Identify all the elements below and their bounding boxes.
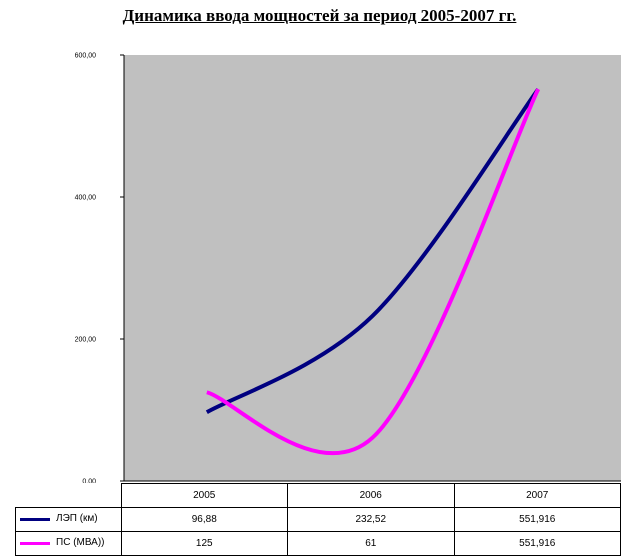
table-corner (16, 484, 122, 508)
y-tick-label: 400,00 (75, 195, 97, 202)
data-label-lep-2005: 96,88 (120, 507, 288, 532)
table-header-row: 2005 2006 2007 (16, 483, 621, 508)
data-table: 2005 2006 2007 ЛЭП (км) 96,88 232,52 551… (15, 483, 621, 556)
data-label-ps-2005: 125 (120, 531, 288, 556)
legend-swatch-ps (20, 542, 50, 545)
plot-area (124, 55, 621, 481)
legend-label-ps: ПС (МВА)) (56, 537, 105, 548)
y-tick-label: 0,00 (82, 479, 96, 484)
legend-ps: ПС (МВА)) (15, 531, 122, 556)
legend-label-lep: ЛЭП (км) (56, 513, 98, 524)
legend-swatch-lep (20, 518, 50, 521)
table-row-lep: ЛЭП (км) 96,88 232,52 551,916 (15, 507, 621, 532)
category-label-2007: 2007 (453, 483, 621, 508)
category-label-2005: 2005 (120, 483, 288, 508)
table-row-ps: ПС (МВА)) 125 61 551,916 (15, 531, 621, 556)
data-label-ps-2007: 551,916 (453, 531, 621, 556)
series-line-lep (205, 87, 540, 414)
data-label-lep-2006: 232,52 (287, 507, 455, 532)
legend-lep: ЛЭП (км) (15, 507, 122, 532)
series-line-ps (206, 88, 540, 456)
data-label-lep-2007: 551,916 (453, 507, 621, 532)
data-label-ps-2006: 61 (287, 531, 455, 556)
y-tick-label: 200,00 (75, 337, 97, 344)
y-tick-label: 600,00 (75, 53, 97, 60)
category-label-2006: 2006 (287, 483, 455, 508)
chart-title: Динамика ввода мощностей за период 2005-… (122, 6, 517, 25)
chart-svg: 0,00 200,00 400,00 600,00 (75, 53, 621, 484)
